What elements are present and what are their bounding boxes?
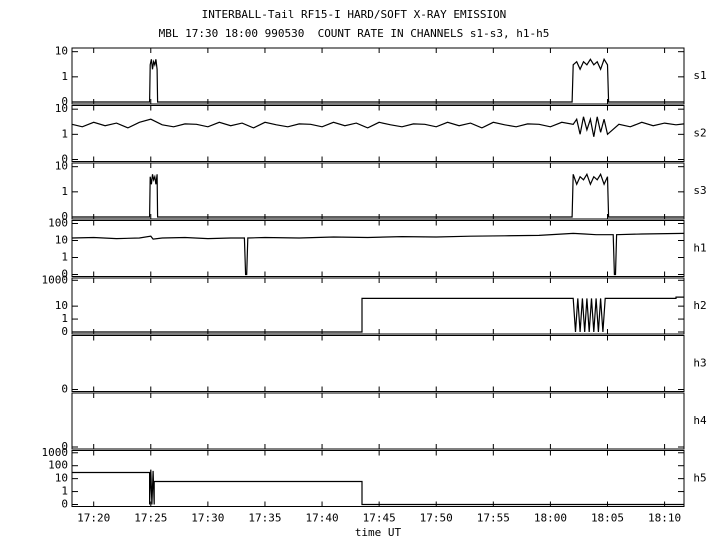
panel-label: h2 (693, 299, 706, 312)
y-tick-label: 10 (55, 472, 68, 485)
y-tick-label: 0 (61, 383, 68, 396)
y-tick-label: 0 (61, 440, 68, 453)
panel-frame (71, 47, 685, 105)
y-tick-label: 1000 (42, 446, 69, 459)
panel-label: h1 (693, 242, 706, 255)
panel-frame (71, 450, 685, 507)
series-line (71, 116, 685, 137)
x-tick-label: 18:10 (648, 512, 681, 525)
y-tick-label: 10 (55, 160, 68, 173)
panel-label: h3 (693, 357, 706, 370)
panel-frame (71, 392, 685, 450)
x-axis-label: time UT (355, 526, 402, 539)
x-tick-label: 17:45 (363, 512, 396, 525)
y-tick-label: 1000 (42, 273, 69, 286)
x-tick-label: 17:50 (420, 512, 453, 525)
panel-label: s2 (693, 127, 706, 140)
panel-frame (71, 105, 685, 162)
y-tick-label: 0 (61, 153, 68, 166)
series-line (72, 469, 684, 506)
x-tick-label: 17:40 (305, 512, 338, 525)
panel-label: h5 (693, 472, 706, 485)
y-tick-label: 1 (61, 312, 68, 325)
chart-title: INTERBALL-Tail RF15-I HARD/SOFT X-RAY EM… (202, 8, 507, 21)
panel-frame (71, 335, 685, 392)
x-tick-label: 17:20 (77, 512, 110, 525)
y-tick-label: 1 (61, 250, 68, 263)
y-tick-label: 100 (48, 216, 68, 229)
x-tick-label: 17:55 (477, 512, 510, 525)
series-line (72, 57, 684, 103)
series-line (72, 296, 684, 333)
y-tick-label: 1 (61, 485, 68, 498)
panel-label: s1 (693, 69, 706, 82)
x-tick-label: 18:00 (534, 512, 567, 525)
y-tick-label: 0 (61, 210, 68, 223)
y-tick-label: 1 (61, 185, 68, 198)
series-line (71, 232, 685, 276)
y-tick-label: 0 (61, 498, 68, 511)
y-tick-label: 10 (55, 233, 68, 246)
y-tick-label: 10 (55, 102, 68, 115)
x-tick-label: 17:25 (134, 512, 167, 525)
panel-label: h4 (693, 414, 707, 427)
chart-subtitle: MBL 17:30 18:00 990530 COUNT RATE IN CHA… (159, 27, 550, 40)
panel-label: s3 (693, 184, 706, 197)
x-tick-label: 18:05 (591, 512, 624, 525)
y-tick-label: 100 (48, 459, 68, 472)
y-tick-label: 0 (61, 268, 68, 281)
series-line (72, 172, 684, 218)
y-tick-label: 1 (61, 127, 68, 140)
y-tick-label: 10 (55, 299, 68, 312)
panel-frame (71, 162, 685, 220)
x-tick-label: 17:30 (191, 512, 224, 525)
y-tick-label: 0 (61, 325, 68, 338)
y-tick-label: 10 (55, 45, 68, 58)
y-tick-label: 1 (61, 70, 68, 83)
y-tick-label: 0 (61, 95, 68, 108)
x-tick-label: 17:35 (248, 512, 281, 525)
panel-frame (71, 220, 685, 277)
